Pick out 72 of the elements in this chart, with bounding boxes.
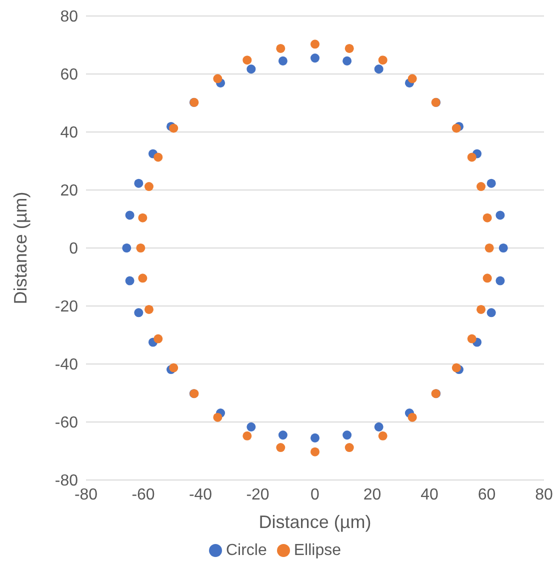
point <box>213 74 222 84</box>
point <box>213 412 222 422</box>
point <box>144 304 154 314</box>
point <box>278 430 288 440</box>
point <box>242 56 252 65</box>
point <box>154 334 163 344</box>
y-tick-label: 60 <box>60 66 78 84</box>
y-tick-label: -40 <box>54 356 78 374</box>
y-tick-label: -20 <box>54 298 78 316</box>
point <box>342 430 352 440</box>
y-tick-label: 0 <box>69 240 78 258</box>
point <box>486 178 496 188</box>
x-tick-label: -60 <box>132 486 155 504</box>
x-axis-title: Distance (µm) <box>258 512 372 532</box>
point <box>310 447 320 456</box>
point <box>378 431 388 440</box>
point <box>482 274 492 283</box>
point <box>138 274 148 283</box>
point <box>476 304 486 314</box>
point <box>169 124 178 133</box>
point <box>138 213 148 222</box>
point <box>154 152 163 162</box>
point <box>378 56 388 65</box>
point <box>242 431 252 440</box>
point <box>144 182 154 192</box>
point <box>246 422 256 432</box>
point <box>496 210 505 220</box>
point <box>276 44 286 53</box>
point <box>498 243 508 253</box>
point <box>482 213 492 222</box>
x-tick-label: -40 <box>188 486 212 504</box>
y-axis-title: Distance (µm) <box>10 192 30 304</box>
point <box>467 152 476 162</box>
point <box>134 308 144 318</box>
legend-label: Circle <box>226 542 267 559</box>
point <box>278 56 288 66</box>
x-tick-label: 20 <box>363 486 382 504</box>
point <box>246 64 256 74</box>
point <box>310 54 320 63</box>
point <box>408 412 417 422</box>
point <box>486 308 496 318</box>
x-tick-label: 40 <box>420 486 438 504</box>
point <box>496 276 505 286</box>
point <box>484 243 494 253</box>
point <box>452 363 461 372</box>
legend-label: Ellipse <box>294 542 342 559</box>
point <box>310 40 320 49</box>
point <box>122 243 132 253</box>
point <box>169 363 178 372</box>
x-tick-label: 80 <box>535 486 553 504</box>
point <box>476 182 486 192</box>
point <box>310 433 320 442</box>
point <box>125 210 134 220</box>
y-tick-label: -60 <box>54 414 78 432</box>
x-tick-label: -20 <box>246 486 270 504</box>
x-tick-label: 0 <box>310 486 320 504</box>
point <box>276 443 286 452</box>
point <box>125 276 134 286</box>
point <box>342 56 352 66</box>
point <box>136 243 146 253</box>
point <box>374 422 384 432</box>
x-tick-label: 60 <box>478 486 496 504</box>
point <box>344 443 354 452</box>
y-tick-label: 80 <box>60 8 78 26</box>
point <box>408 74 417 84</box>
y-tick-label: 40 <box>60 124 78 142</box>
point <box>134 178 144 188</box>
point <box>467 334 476 344</box>
point <box>452 124 461 133</box>
point <box>344 44 354 53</box>
point <box>374 64 384 74</box>
y-tick-label: 20 <box>60 182 78 200</box>
